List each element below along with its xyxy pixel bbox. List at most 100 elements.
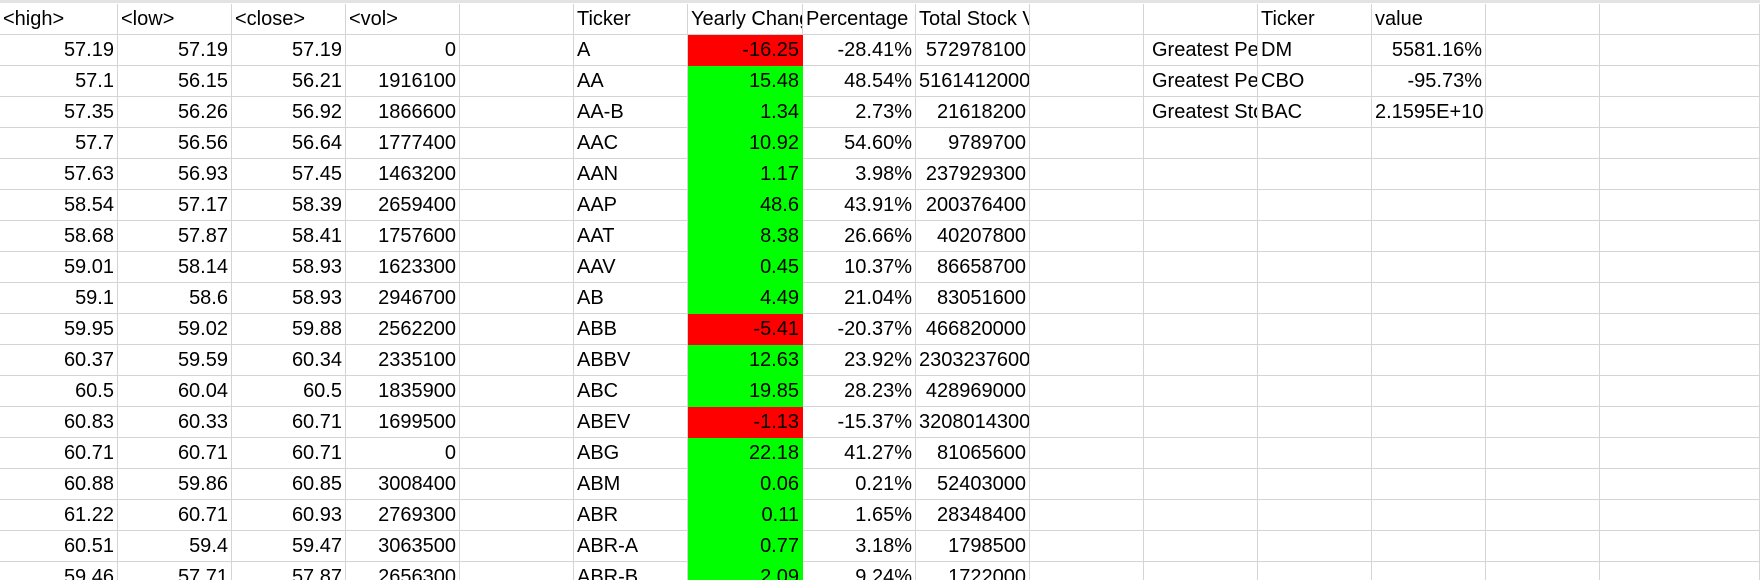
vol-cell[interactable]: 2562200 [346, 314, 460, 345]
empty-cell[interactable] [1030, 376, 1144, 407]
total-volume-cell[interactable]: 200376400 [916, 190, 1030, 221]
close-cell[interactable]: 60.71 [232, 438, 346, 469]
empty-cell[interactable] [460, 97, 574, 128]
empty-cell[interactable] [1600, 66, 1760, 97]
vol-cell[interactable]: 0 [346, 35, 460, 66]
header-empty-cell[interactable] [460, 4, 574, 35]
empty-cell[interactable] [1144, 128, 1258, 159]
vol-cell[interactable]: 2946700 [346, 283, 460, 314]
empty-cell[interactable] [1372, 500, 1486, 531]
high-cell[interactable]: 57.7 [0, 128, 118, 159]
yearly-change-cell[interactable]: -5.41 [688, 314, 803, 345]
percentage-change-cell[interactable]: 54.60% [803, 128, 916, 159]
empty-cell[interactable] [1486, 190, 1600, 221]
yearly-change-cell[interactable]: 1.17 [688, 159, 803, 190]
vol-cell[interactable]: 0 [346, 438, 460, 469]
empty-cell[interactable] [1144, 438, 1258, 469]
empty-cell[interactable] [1258, 407, 1372, 438]
empty-cell[interactable] [1372, 469, 1486, 500]
high-cell[interactable]: 58.68 [0, 221, 118, 252]
empty-cell[interactable] [1600, 345, 1760, 376]
vol-cell[interactable]: 3008400 [346, 469, 460, 500]
empty-cell[interactable] [1030, 128, 1144, 159]
total-volume-cell[interactable]: 83051600 [916, 283, 1030, 314]
empty-cell[interactable] [1600, 376, 1760, 407]
empty-cell[interactable] [1600, 314, 1760, 345]
high-cell[interactable]: 60.5 [0, 376, 118, 407]
yearly-change-cell[interactable]: 0.77 [688, 531, 803, 562]
ticker-cell[interactable]: A [574, 35, 688, 66]
yearly-change-cell[interactable]: 8.38 [688, 221, 803, 252]
high-cell[interactable]: 60.71 [0, 438, 118, 469]
ticker-cell[interactable]: ABR [574, 500, 688, 531]
empty-cell[interactable] [1372, 345, 1486, 376]
close-cell[interactable]: 58.41 [232, 221, 346, 252]
high-cell[interactable]: 57.63 [0, 159, 118, 190]
total-volume-cell[interactable]: 52403000 [916, 469, 1030, 500]
percentage-change-cell[interactable]: 0.21% [803, 469, 916, 500]
total-volume-cell[interactable]: 466820000 [916, 314, 1030, 345]
close-cell[interactable]: 56.64 [232, 128, 346, 159]
total-volume-cell[interactable]: 572978100 [916, 35, 1030, 66]
empty-cell[interactable] [460, 221, 574, 252]
vol-cell[interactable]: 3063500 [346, 531, 460, 562]
column-header-high[interactable]: <high> [0, 4, 118, 35]
empty-cell[interactable] [1144, 407, 1258, 438]
yearly-change-cell[interactable]: 0.11 [688, 500, 803, 531]
empty-cell[interactable] [1486, 35, 1600, 66]
ticker-cell[interactable]: ABR-B [574, 562, 688, 580]
empty-cell[interactable] [1144, 159, 1258, 190]
column-header-percentage-change[interactable]: Percentage Change [803, 4, 916, 35]
empty-cell[interactable] [1486, 283, 1600, 314]
high-cell[interactable]: 59.01 [0, 252, 118, 283]
empty-cell[interactable] [1600, 35, 1760, 66]
close-cell[interactable]: 57.87 [232, 562, 346, 580]
empty-cell[interactable] [1144, 252, 1258, 283]
total-volume-cell[interactable]: 1722000 [916, 562, 1030, 580]
empty-cell[interactable] [1258, 469, 1372, 500]
high-cell[interactable]: 60.37 [0, 345, 118, 376]
empty-cell[interactable] [1030, 159, 1144, 190]
empty-cell[interactable] [1258, 376, 1372, 407]
ticker-cell[interactable]: AA [574, 66, 688, 97]
high-cell[interactable]: 58.54 [0, 190, 118, 221]
high-cell[interactable]: 57.1 [0, 66, 118, 97]
close-cell[interactable]: 59.88 [232, 314, 346, 345]
close-cell[interactable]: 60.71 [232, 407, 346, 438]
close-cell[interactable]: 58.93 [232, 283, 346, 314]
low-cell[interactable]: 57.87 [118, 221, 232, 252]
low-cell[interactable]: 60.71 [118, 500, 232, 531]
close-cell[interactable]: 60.85 [232, 469, 346, 500]
total-volume-cell[interactable]: 428969000 [916, 376, 1030, 407]
empty-cell[interactable] [1258, 128, 1372, 159]
total-volume-cell[interactable]: 1798500 [916, 531, 1030, 562]
total-volume-cell[interactable]: 2303237600 [916, 345, 1030, 376]
summary-ticker-cell[interactable]: BAC [1258, 97, 1372, 128]
empty-cell[interactable] [1486, 159, 1600, 190]
high-cell[interactable]: 60.88 [0, 469, 118, 500]
percentage-change-cell[interactable]: 23.92% [803, 345, 916, 376]
summary-label-cell[interactable]: Greatest Stock Volume [1144, 97, 1258, 128]
empty-cell[interactable] [1030, 562, 1144, 580]
empty-cell[interactable] [1486, 66, 1600, 97]
empty-cell[interactable] [1600, 283, 1760, 314]
percentage-change-cell[interactable]: 26.66% [803, 221, 916, 252]
percentage-change-cell[interactable]: 1.65% [803, 500, 916, 531]
percentage-change-cell[interactable]: 2.73% [803, 97, 916, 128]
ticker-cell[interactable]: ABC [574, 376, 688, 407]
low-cell[interactable]: 59.02 [118, 314, 232, 345]
empty-cell[interactable] [1144, 469, 1258, 500]
yearly-change-cell[interactable]: 1.34 [688, 97, 803, 128]
percentage-change-cell[interactable]: 43.91% [803, 190, 916, 221]
high-cell[interactable]: 57.19 [0, 35, 118, 66]
empty-cell[interactable] [1372, 221, 1486, 252]
empty-cell[interactable] [1372, 128, 1486, 159]
empty-cell[interactable] [1600, 531, 1760, 562]
empty-cell[interactable] [1486, 252, 1600, 283]
empty-cell[interactable] [1144, 562, 1258, 580]
close-cell[interactable]: 56.21 [232, 66, 346, 97]
empty-cell[interactable] [1600, 159, 1760, 190]
empty-cell[interactable] [1030, 190, 1144, 221]
empty-cell[interactable] [460, 128, 574, 159]
percentage-change-cell[interactable]: -15.37% [803, 407, 916, 438]
